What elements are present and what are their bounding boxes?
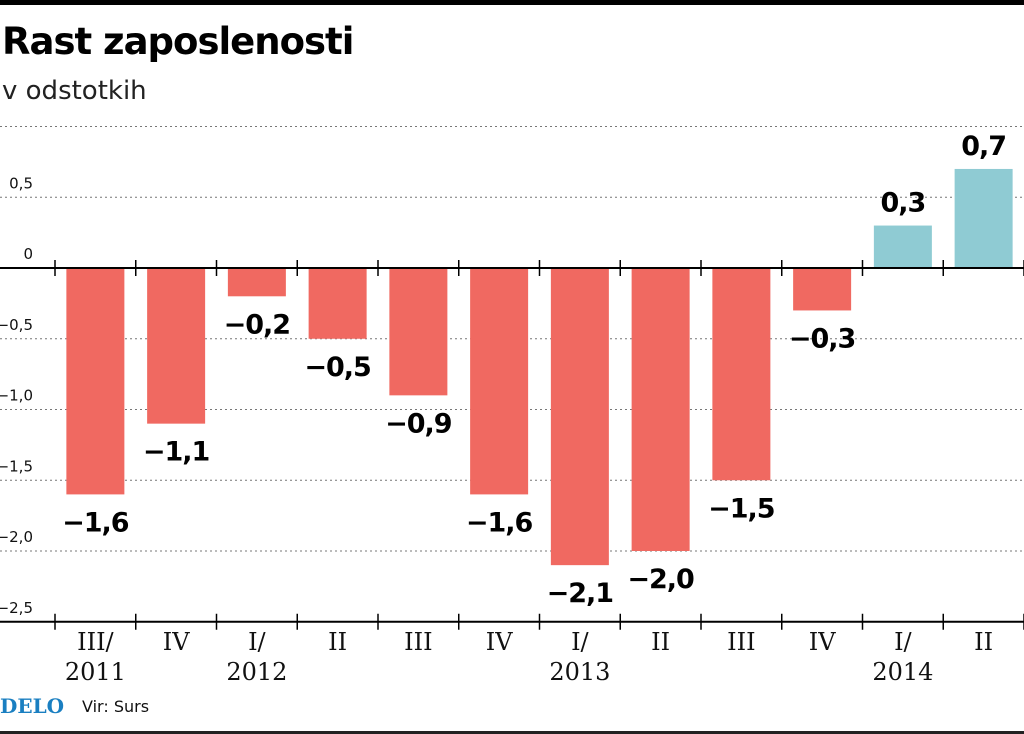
x-tick-label: 2012	[226, 658, 287, 686]
bar	[631, 268, 690, 551]
data-label: 0,7	[961, 131, 1006, 162]
data-label: −0,9	[385, 408, 452, 439]
data-label: −2,1	[547, 578, 613, 609]
y-tick-label: −0,5	[0, 316, 33, 334]
x-tick-label: III/	[77, 628, 114, 656]
data-label: −0,3	[789, 323, 855, 354]
bar	[873, 225, 932, 268]
y-tick-label: −1,0	[0, 387, 33, 405]
bar	[147, 268, 206, 424]
bar	[954, 168, 1013, 268]
x-tick-label: IV	[486, 628, 513, 656]
x-tick-label: III	[727, 628, 755, 656]
y-tick-label: −2,0	[0, 528, 33, 546]
data-label: −2,0	[627, 564, 694, 595]
chart-subtitle: v odstotkih	[2, 76, 147, 106]
x-tick-label: IV	[809, 628, 836, 656]
bottom-rule	[0, 731, 1024, 734]
y-tick-label: 0	[23, 245, 33, 263]
x-tick-label: 2014	[872, 658, 933, 686]
bar	[793, 268, 852, 311]
top-rule	[0, 0, 1024, 5]
x-tick-label: I/	[894, 628, 912, 656]
x-tick-label: II	[328, 628, 347, 656]
y-tick-label: 0,5	[9, 174, 33, 192]
source-note: Vir: Surs	[82, 697, 150, 716]
chart-title: Rast zaposlenosti	[2, 20, 354, 63]
data-label: −1,5	[708, 493, 774, 524]
x-tick-label: II	[974, 628, 993, 656]
x-tick-label: IV	[163, 628, 190, 656]
x-tick-label: I/	[571, 628, 589, 656]
bar	[66, 268, 125, 495]
y-tick-label: −2,5	[0, 599, 33, 617]
x-tick-label: III	[404, 628, 432, 656]
bar	[712, 268, 771, 481]
x-tick-label: I/	[248, 628, 266, 656]
bar	[550, 268, 609, 566]
x-tick-label: 2013	[549, 658, 610, 686]
data-label: −0,2	[224, 309, 290, 340]
data-label: 0,3	[880, 188, 925, 219]
data-label: −1,6	[466, 507, 533, 538]
data-label: −1,1	[143, 437, 209, 468]
bar	[389, 268, 448, 396]
bar	[227, 268, 286, 297]
y-tick-label: −1,5	[0, 457, 33, 475]
data-label: −0,5	[304, 352, 370, 383]
x-tick-label: II	[651, 628, 670, 656]
data-label: −1,6	[62, 507, 129, 538]
delo-logo: DELO	[0, 694, 65, 718]
bar	[308, 268, 367, 339]
bar	[470, 268, 529, 495]
x-tick-label: 2011	[65, 658, 126, 686]
